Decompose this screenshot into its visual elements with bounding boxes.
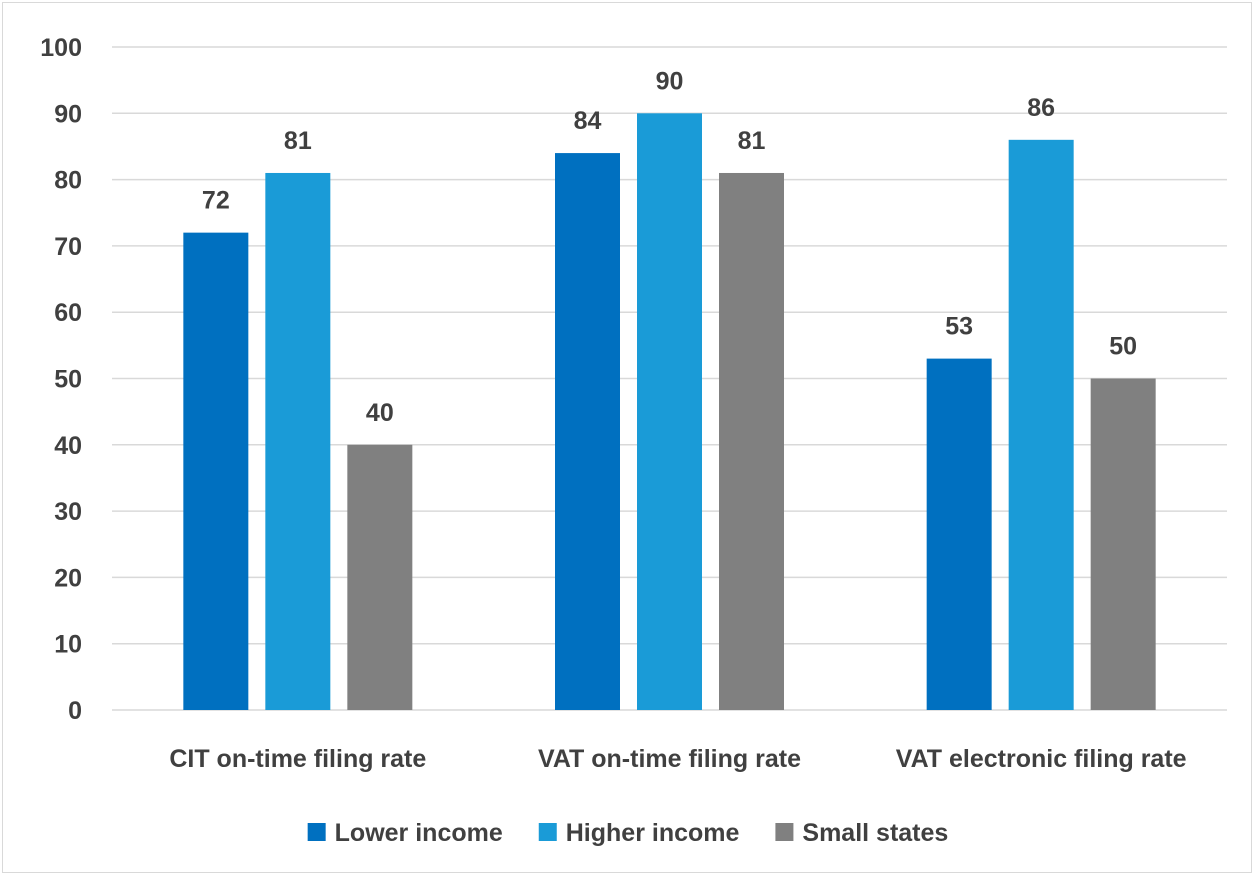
bar — [926, 358, 992, 710]
y-tick-label: 40 — [54, 432, 82, 460]
y-tick-label: 50 — [54, 366, 82, 394]
data-label: 50 — [1109, 333, 1137, 361]
data-label: 90 — [656, 67, 684, 95]
y-tick-label: 20 — [54, 564, 82, 592]
legend-label: Higher income — [566, 819, 740, 847]
bar — [265, 172, 331, 711]
category-label: CIT on-time filing rate — [169, 745, 426, 773]
y-axis-ticks: 0 10 20 30 40 50 60 70 80 90 100 — [40, 34, 82, 725]
bar — [1008, 139, 1074, 710]
bar — [555, 153, 620, 710]
y-tick-label: 60 — [54, 299, 82, 327]
data-label: 81 — [284, 127, 312, 155]
bar — [1090, 378, 1156, 710]
y-tick-label: 100 — [40, 34, 82, 62]
legend-label: Small states — [802, 819, 948, 847]
data-label: 81 — [738, 127, 766, 155]
data-label: 72 — [202, 187, 230, 215]
legend: Lower income Higher income Small states — [307, 819, 948, 847]
legend-swatch — [538, 823, 557, 841]
y-tick-label: 10 — [54, 631, 82, 659]
bar — [183, 232, 249, 710]
category-label: VAT on-time filing rate — [538, 745, 801, 773]
legend-swatch — [775, 823, 794, 841]
category-label: VAT electronic filing rate — [896, 745, 1187, 773]
data-label: 53 — [945, 313, 973, 341]
legend-label: Lower income — [335, 819, 503, 847]
data-label: 40 — [366, 399, 394, 427]
bar — [637, 113, 702, 711]
y-tick-label: 70 — [54, 233, 82, 261]
bars — [183, 113, 1156, 711]
bar — [719, 172, 784, 711]
data-label: 84 — [574, 107, 602, 135]
y-tick-label: 80 — [54, 167, 82, 195]
y-tick-label: 90 — [54, 100, 82, 128]
legend-swatch — [307, 823, 326, 841]
data-labels: 72 81 40 84 90 81 53 86 50 — [202, 67, 1137, 427]
category-labels: CIT on-time filing rate VAT on-time filin… — [169, 745, 1186, 773]
bar — [347, 444, 413, 710]
y-tick-label: 30 — [54, 498, 82, 526]
data-label: 86 — [1027, 94, 1055, 122]
y-tick-label: 0 — [68, 697, 82, 725]
